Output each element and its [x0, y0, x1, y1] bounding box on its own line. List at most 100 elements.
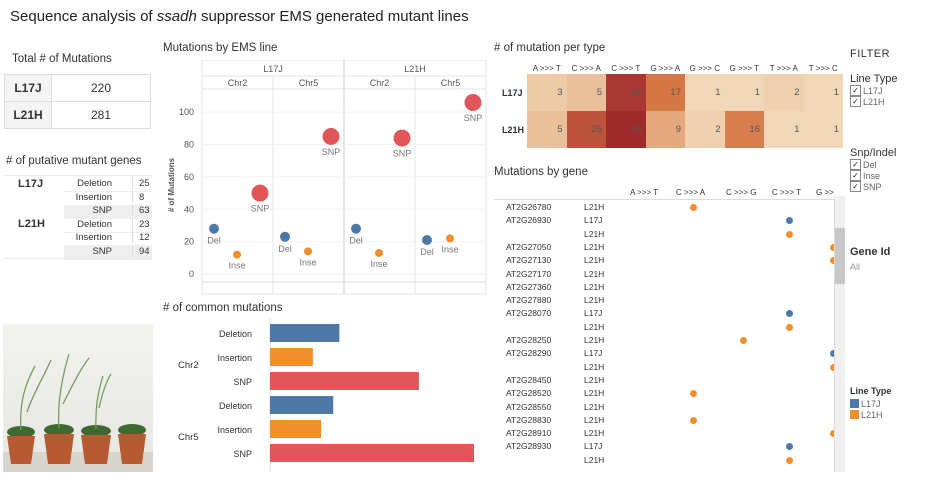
heatmap-cell[interactable]: 1	[803, 74, 843, 111]
point-label: Del	[207, 236, 221, 246]
checkbox-checked-icon[interactable]: ✓	[850, 181, 861, 192]
legend-swatch	[850, 399, 859, 408]
gene-mutation-point[interactable]	[830, 350, 834, 358]
filter-option-inse[interactable]: ✓ Inse	[850, 170, 945, 181]
gene-line-label: L21H	[584, 414, 605, 425]
legend-item-l21h[interactable]: L21H	[850, 409, 945, 420]
heatmap-cell[interactable]: 17	[645, 74, 685, 111]
line-label-l17j: L17J	[263, 64, 283, 74]
gene-id-label: AT2G28520	[506, 388, 552, 399]
gene-id-label: AT2G27130	[506, 255, 552, 266]
gene-id-filter-value[interactable]: All	[850, 262, 861, 272]
gene-id-label: AT2G26780	[506, 202, 552, 212]
gene-line-label: L21H	[584, 401, 605, 412]
ems-scatter-chart: L17J L21H Chr2 Chr5 Chr2 Chr5 0 20 40 60 80 100 # of…	[167, 60, 487, 295]
checkbox-checked-icon[interactable]: ✓	[850, 159, 861, 170]
gene-id-label: AT2G28830	[506, 414, 552, 425]
gene-mutation-point[interactable]	[786, 217, 793, 225]
gene-id-label: AT2G27360	[506, 281, 552, 292]
filter-option-snp[interactable]: ✓ SNP	[850, 181, 945, 192]
gene-mutation-point[interactable]	[830, 363, 834, 371]
heatmap-column-label: G >>> C	[689, 64, 720, 73]
heatmap-cell[interactable]: 31	[606, 74, 646, 111]
data-point	[351, 223, 361, 234]
mutation-type: SNP	[92, 205, 112, 216]
mutation-type-heatmap: A >>> T C >>> A C >>> T G >>> A G >>> C G >>>…	[494, 60, 843, 154]
category-label: Deletion	[219, 329, 252, 339]
gene-mutation-point[interactable]	[740, 337, 747, 344]
gene-line-label: L21H	[584, 241, 605, 252]
heatmap-cell[interactable]: 1	[764, 111, 804, 148]
ems-chart-heading: Mutations by EMS line	[163, 42, 278, 54]
gene-mutation-point[interactable]	[690, 204, 697, 211]
gene-mutation-point[interactable]	[786, 230, 793, 238]
gene-mutation-point[interactable]	[786, 456, 793, 464]
filter-option-l17j[interactable]: ✓ L17J	[850, 85, 945, 96]
common-chart-heading: # of common mutations	[163, 302, 283, 314]
filter-option-l21h[interactable]: ✓ L21H	[850, 96, 945, 107]
gene-line-label: L21H	[584, 335, 605, 345]
x-tick-label: Inse	[441, 294, 458, 295]
chr-group-label: Chr5	[178, 432, 199, 443]
y-axis-label: # of Mutations	[167, 157, 176, 212]
heatmap-cell[interactable]: 34	[606, 111, 646, 148]
point-label: SNP	[322, 147, 341, 157]
line-label: L17J	[4, 74, 52, 102]
heatmap-cell[interactable]: 9	[645, 111, 685, 148]
gene-column-label: C >>> A	[676, 188, 706, 197]
heatmap-cell[interactable]: 5	[566, 74, 606, 111]
total-mutations-heading: Total # of Mutations	[12, 53, 112, 65]
heatmap-cell[interactable]: 25	[566, 111, 606, 148]
scrollbar-thumb[interactable]	[835, 228, 845, 284]
x-tick-label: Del	[420, 294, 434, 295]
table-row: L17J 220	[4, 74, 151, 102]
heatmap-cell[interactable]: 1	[803, 111, 843, 148]
point-label: Del	[420, 247, 434, 257]
gene-mutation-point[interactable]	[830, 243, 834, 251]
heatmap-cell[interactable]: 2	[764, 74, 804, 111]
heatmap-column-label: C >>> T	[611, 64, 641, 73]
table-row: SNP 63	[64, 205, 152, 219]
filter-option-del[interactable]: ✓ Del	[850, 159, 945, 170]
gene-count: 23	[132, 218, 150, 230]
category-label: SNP	[233, 449, 252, 459]
category-label: Insertion	[217, 425, 252, 435]
gene-mutation-point[interactable]	[690, 416, 697, 424]
category-label: SNP	[233, 377, 252, 387]
gene-line-label: L21H	[584, 281, 605, 292]
gene-mutation-point[interactable]	[830, 430, 834, 438]
x-tick-label: SNP	[393, 294, 412, 295]
data-point	[280, 231, 290, 242]
point-label: Del	[278, 244, 292, 254]
y-tick-label: 20	[184, 237, 194, 247]
gene-mutation-point[interactable]	[786, 310, 793, 318]
gene-mutation-point[interactable]	[786, 443, 793, 451]
line-label: L21H	[4, 101, 52, 129]
legend-item-l17j[interactable]: L17J	[850, 398, 945, 409]
chr-label: Chr2	[228, 78, 248, 88]
mutation-type: Deletion	[77, 218, 112, 230]
y-tick-label: 60	[184, 172, 194, 182]
heatmap-cell[interactable]: 1	[685, 74, 725, 111]
line-label-l21h: L21H	[404, 64, 426, 74]
heatmap-cell[interactable]: 2	[685, 111, 725, 148]
heatmap-cell[interactable]: 5	[527, 111, 567, 148]
gene-mutation-point[interactable]	[830, 257, 834, 265]
genes-scrollbar[interactable]	[834, 196, 845, 472]
checkbox-checked-icon[interactable]: ✓	[850, 170, 861, 181]
checkbox-checked-icon[interactable]: ✓	[850, 96, 861, 107]
heatmap-cell[interactable]: 3	[527, 74, 567, 111]
data-point	[393, 129, 411, 147]
mutation-type: SNP	[92, 245, 112, 257]
putative-genes-heading: # of putative mutant genes	[6, 155, 142, 167]
gene-mutation-point[interactable]	[786, 323, 793, 331]
heatmap-cell[interactable]: 16	[724, 111, 764, 148]
gene-mutation-point[interactable]	[690, 390, 697, 398]
gene-line-label: L21H	[584, 268, 605, 279]
gene-id-label: AT2G28930	[506, 441, 552, 452]
dashboard-title: Sequence analysis of ssadh suppressor EM…	[10, 8, 469, 25]
heatmap-cell[interactable]: 1	[724, 74, 764, 111]
checkbox-checked-icon[interactable]: ✓	[850, 85, 861, 96]
header-divider	[494, 199, 834, 200]
gene-line-label: L21H	[584, 428, 605, 439]
